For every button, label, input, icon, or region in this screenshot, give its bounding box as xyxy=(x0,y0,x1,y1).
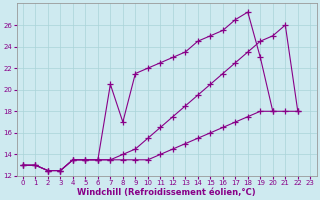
X-axis label: Windchill (Refroidissement éolien,°C): Windchill (Refroidissement éolien,°C) xyxy=(77,188,256,197)
